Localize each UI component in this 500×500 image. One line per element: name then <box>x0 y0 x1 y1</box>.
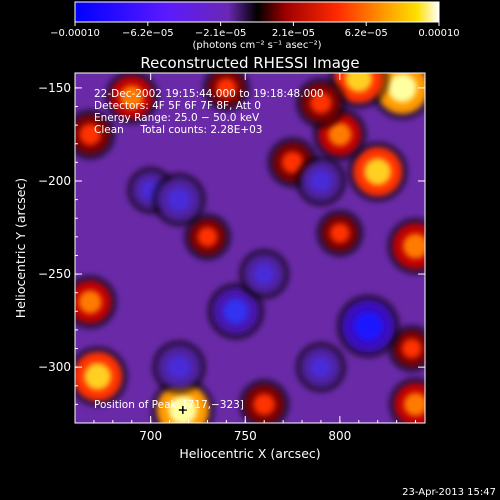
y-tick-label: −150 <box>38 81 71 95</box>
source-core <box>216 77 237 98</box>
x-axis-ticks: 700 750 800 <box>93 73 417 443</box>
annotation-energy-range: Energy Range: 25.0 − 50.0 keV <box>94 112 260 124</box>
plot-frame <box>74 72 426 424</box>
x-tick-label: 700 <box>139 429 162 443</box>
x-tick-label: 750 <box>234 429 257 443</box>
colorbar-tick-label: −0.00010 <box>50 28 100 39</box>
source-core <box>281 151 304 174</box>
source-core <box>253 263 275 285</box>
colorbar-tick-label: 0.00010 <box>418 28 459 39</box>
source-core <box>253 393 275 416</box>
y-tick-label: −200 <box>38 174 71 188</box>
y-axis-label: Heliocentric Y (arcsec) <box>13 178 28 318</box>
image-sources <box>75 73 425 423</box>
annotation-detectors: Detectors: 4F 5F 6F 7F 8F, Att 0 <box>94 100 261 112</box>
source-core <box>401 338 422 359</box>
source-core <box>84 363 112 390</box>
colorbar-tick-label: −6.2e−05 <box>122 28 174 39</box>
annotation-time-range: 22-Dec-2002 19:15:44.000 to 19:18:48.000 <box>94 88 324 100</box>
colorbar-tick-label: −2.1e−05 <box>195 28 247 39</box>
source-core <box>310 356 332 378</box>
x-axis-label: Heliocentric X (arcsec) <box>179 446 320 461</box>
x-tick-label: 800 <box>328 429 351 443</box>
source-core <box>167 187 191 212</box>
source-core <box>310 170 332 192</box>
source-core <box>364 158 392 186</box>
source-core <box>353 311 383 341</box>
chart-title: Reconstructed RHESSI Image <box>140 54 359 72</box>
colorbar-ticks <box>74 22 440 26</box>
source-core <box>78 290 102 314</box>
peak-marker <box>178 405 187 414</box>
source-core <box>328 122 352 147</box>
y-tick-label: −300 <box>38 360 71 374</box>
source-core <box>403 392 425 417</box>
y-axis-ticks: −150 −200 −250 −300 <box>38 81 425 405</box>
annotation-clean-counts: Clean Total counts: 2.28E+03 <box>94 124 263 136</box>
source-core <box>120 85 144 109</box>
source-core <box>167 355 191 379</box>
source-core <box>403 233 425 259</box>
source-core <box>223 298 249 324</box>
source-core <box>310 92 332 114</box>
annotation-peak-position: Position of Peak: [717,−323] <box>94 399 244 411</box>
source-core <box>197 226 218 247</box>
colorbar-frame <box>74 1 440 23</box>
colorbar-tick-labels: −0.00010 −6.2e−05 −2.1e−05 2.1e−05 6.2e−05 0.… <box>50 28 460 39</box>
source-core <box>329 223 350 244</box>
source-core <box>79 123 101 146</box>
source-core <box>387 73 417 103</box>
colorbar-tick-label: 6.2e−05 <box>345 28 388 39</box>
timestamp: 23-Apr-2013 15:47 <box>402 487 496 498</box>
colorbar-tick-label: 2.1e−05 <box>272 28 315 39</box>
colorbar-units: (photons cm⁻² s⁻¹ asec⁻²) <box>192 40 321 51</box>
source-core <box>345 73 373 93</box>
y-tick-label: −250 <box>38 267 71 281</box>
colorbar <box>75 2 439 22</box>
